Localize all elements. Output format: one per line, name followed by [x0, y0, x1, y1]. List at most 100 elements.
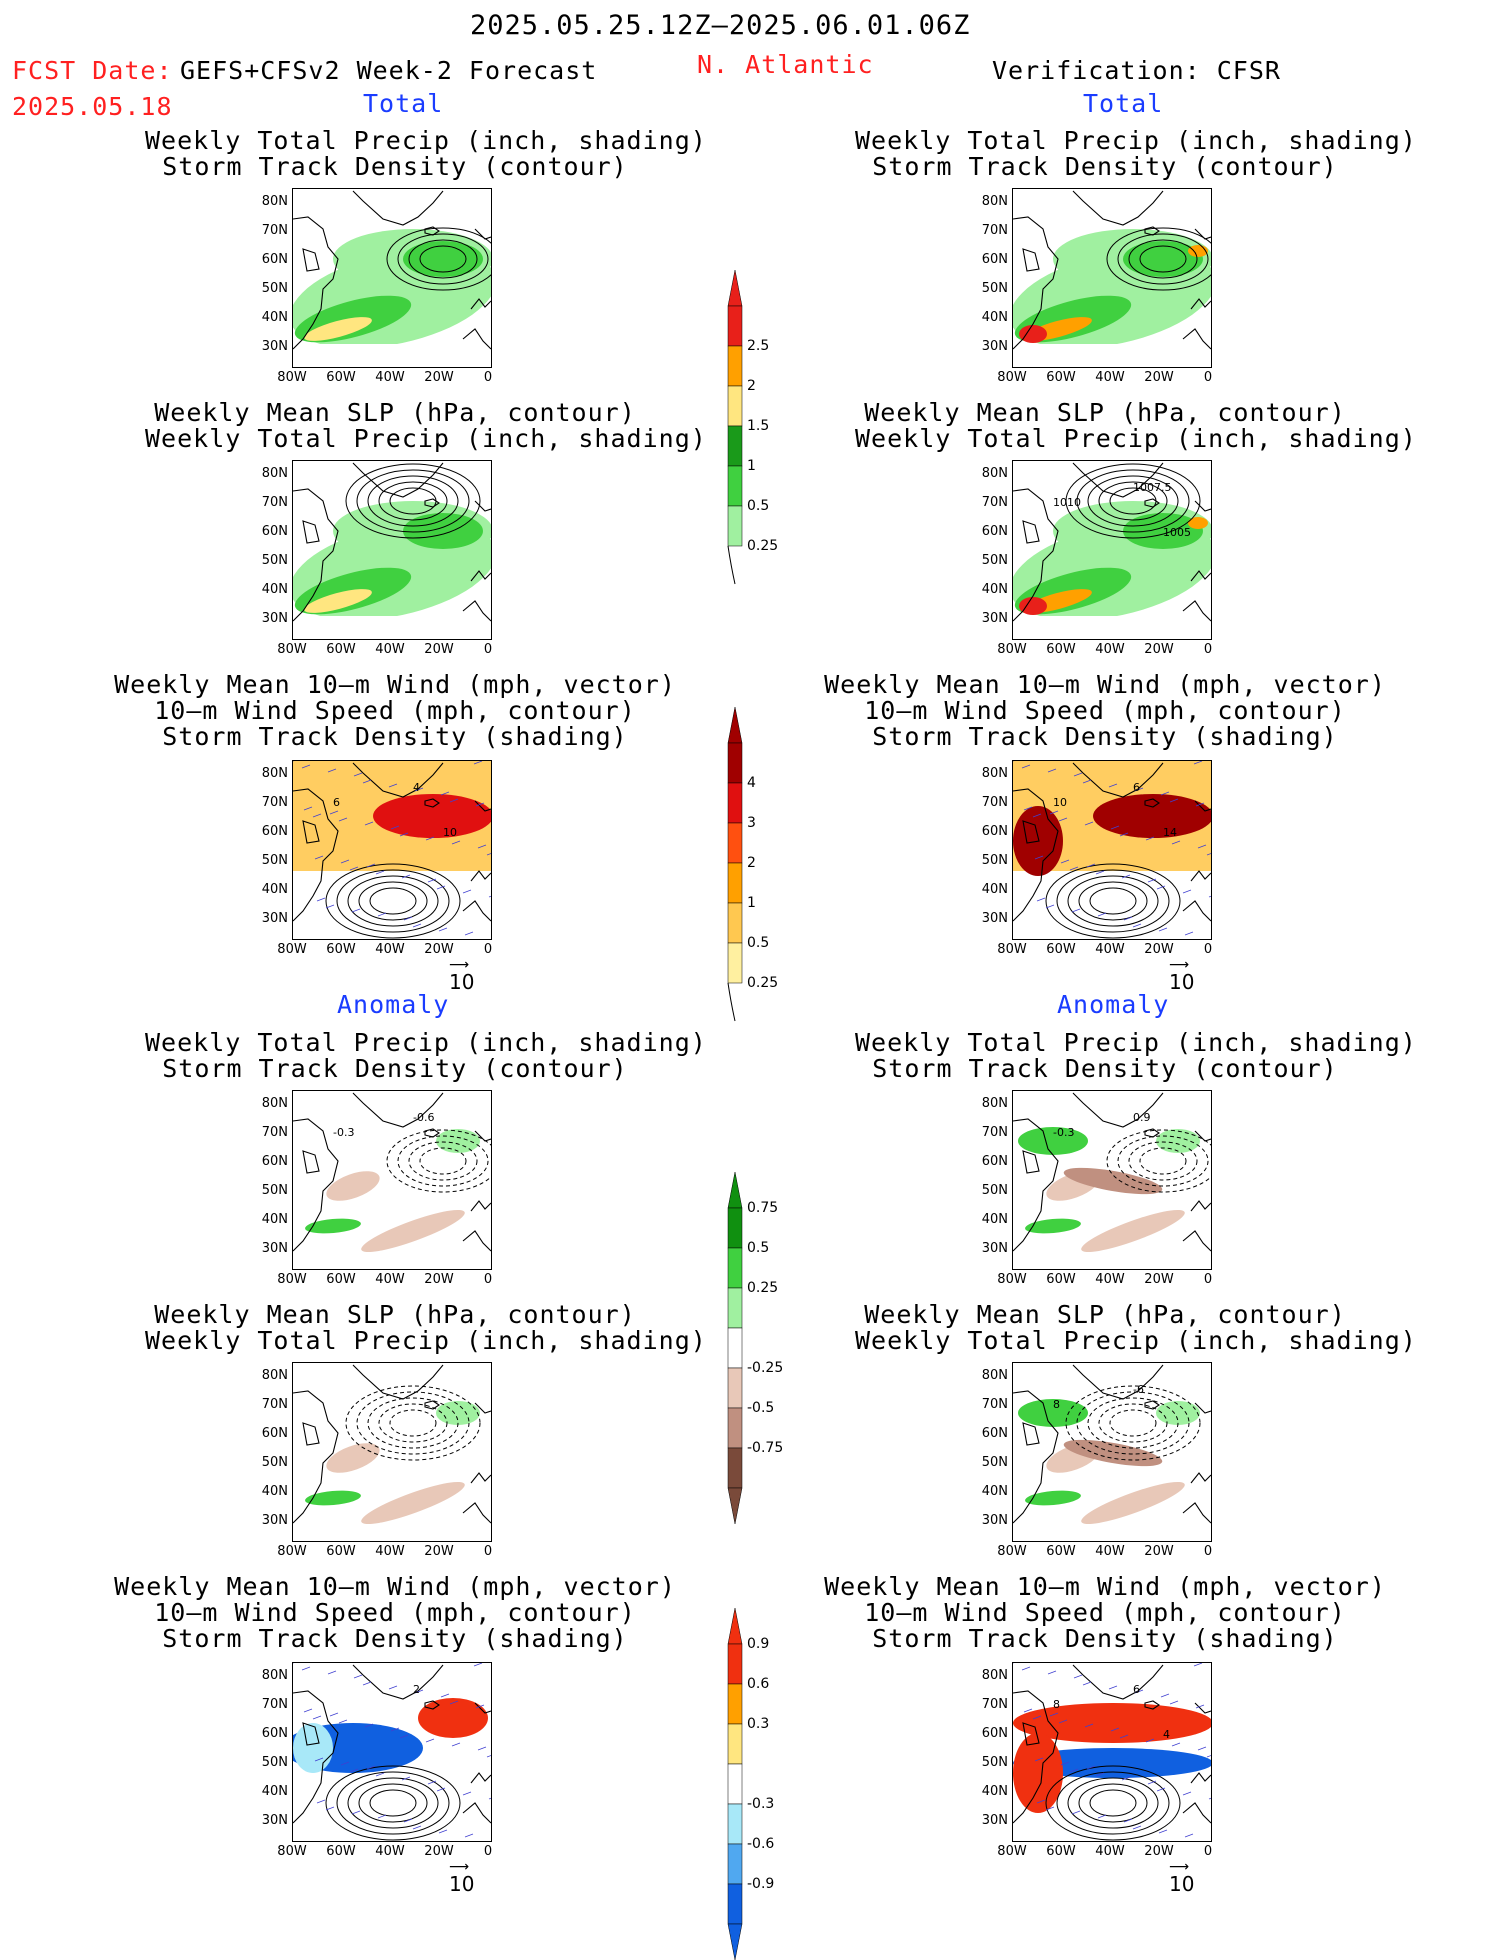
coastline-5: [462, 1502, 491, 1524]
wind-vector-2: [366, 1765, 376, 1770]
wind-vector-15: [1171, 840, 1181, 845]
wind-vector-39: [349, 866, 359, 871]
coastline-5: [1182, 328, 1211, 350]
wind-vector-37: [1193, 1663, 1203, 1667]
wind-vector-23: [351, 908, 361, 913]
wind-vector-11: [1023, 806, 1033, 811]
coastline-0: [352, 190, 444, 226]
lon-tick-label: 60W: [1046, 642, 1076, 657]
storm-contour-3: [1117, 233, 1209, 285]
lon-tick-label: 40W: [1095, 1272, 1125, 1287]
lon-tick-label: 80W: [277, 370, 307, 385]
colorbar-label: 1: [747, 458, 756, 474]
lat-tick-label: 70N: [261, 1125, 288, 1140]
vector-arrow-glyph: ⟶: [449, 957, 470, 973]
colorbar-label: 2: [747, 855, 756, 871]
lat-tick-label: 30N: [261, 911, 288, 926]
slp-contour-2: [1098, 1403, 1168, 1443]
lat-tick-label: 50N: [981, 281, 1008, 296]
p-v-anom-wind-map: 6 8 4: [1012, 1662, 1212, 1842]
coastline-1: [1013, 1390, 1059, 1524]
p-f-anom-precip-map: -0.6 -0.3: [292, 1090, 492, 1270]
colorbar-label: -0.6: [747, 1836, 775, 1852]
coastline-0: [1072, 190, 1164, 226]
coastline-4: [1190, 298, 1211, 310]
vector-reference-value: 10: [1169, 970, 1195, 994]
lon-tick-label: 40W: [1095, 1844, 1125, 1859]
precip-wet-anom: [1025, 1490, 1081, 1506]
lon-tick-label: 0: [483, 1844, 493, 1859]
colorbar-tail: [727, 545, 736, 585]
slp-contour-5: [345, 463, 481, 539]
wind-vector-10: [1184, 1833, 1194, 1838]
lon-tick-label: 0: [1203, 642, 1213, 657]
lat-tick-label: 30N: [981, 911, 1008, 926]
colorbar-segment: [727, 345, 743, 387]
region-label: N. Atlantic: [697, 50, 874, 79]
wind-vector-32: [486, 853, 491, 856]
wind-speed-contour-4: [1056, 1771, 1170, 1835]
lat-tick-label: 30N: [981, 1513, 1008, 1528]
lat-tick-label: 30N: [981, 1813, 1008, 1828]
title-v-anom-slp: Weekly Mean SLP (hPa, contour) Weekly Tot…: [855, 1300, 1417, 1355]
wind-vector-3: [1123, 916, 1133, 921]
wind-vector-22: [1034, 1757, 1044, 1762]
wind-vector-17: [327, 768, 337, 773]
colorbar-label: 0.5: [747, 935, 770, 951]
coastline-5: [462, 600, 491, 622]
wind-speed-contour-2: [1078, 1783, 1148, 1823]
coastline-2: [424, 1400, 440, 1410]
lat-tick-label: 70N: [261, 795, 288, 810]
lon-tick-label: 0: [483, 1544, 493, 1559]
lat-tick-label: 80N: [981, 466, 1008, 481]
colorbar-precip-anom: [727, 1172, 743, 1524]
lat-tick-label: 80N: [261, 1668, 288, 1683]
p-f-anom-slp-map: [292, 1362, 492, 1542]
wind-vector-33: [325, 904, 335, 909]
wind-vector-29: [1095, 870, 1105, 875]
precip-clear-south: [1013, 344, 1211, 367]
wind-vector-36: [436, 1787, 446, 1792]
coastline-0: [352, 462, 444, 498]
precip-mid-shading-east: [1123, 513, 1203, 549]
wind-vector-24: [1108, 783, 1118, 788]
contour-label: 4: [413, 781, 420, 794]
vector-arrow-glyph: ⟶: [449, 1859, 470, 1875]
slp-contour-5: [345, 1385, 481, 1461]
wind-vector-39: [1069, 866, 1079, 871]
coastline-4: [470, 1772, 491, 1784]
lon-tick-label: 40W: [375, 942, 405, 957]
wind-vector-34: [1082, 1681, 1092, 1686]
wind-vector-21: [1195, 1704, 1205, 1709]
wind-vector-24: [388, 783, 398, 788]
colorbar-label: -0.9: [747, 1876, 775, 1892]
coastline-6: [302, 248, 320, 272]
wind-vector-7: [1073, 772, 1083, 777]
slp-contour-4: [1076, 469, 1190, 533]
coastline-4: [1190, 1472, 1211, 1484]
lat-tick-label: 60N: [261, 1726, 288, 1741]
wind-vector-30: [412, 923, 422, 928]
lon-tick-label: 60W: [326, 642, 356, 657]
lon-tick-label: 0: [1203, 942, 1213, 957]
wind-vector-28: [1058, 1719, 1068, 1724]
precip-mid-shading-east: [403, 513, 483, 549]
lat-tick-label: 60N: [261, 824, 288, 839]
p-v-anom-precip-map: 0.9 -0.3: [1012, 1090, 1212, 1270]
wind-vector-15: [451, 840, 461, 845]
coastline-4: [1190, 1772, 1211, 1784]
lon-tick-label: 40W: [375, 370, 405, 385]
coastline-6: [302, 1422, 320, 1446]
colorbar-label: 0.75: [747, 1200, 779, 1216]
coastline-0: [352, 1664, 444, 1700]
lon-tick-label: 80W: [997, 1844, 1027, 1859]
precip-mid-shading-east: [1123, 241, 1203, 277]
lat-tick-label: 30N: [261, 339, 288, 354]
title-v-total-wind: Weekly Mean 10–m Wind (mph, vector) 10–m …: [824, 670, 1386, 751]
wind-vector-16: [1208, 1797, 1211, 1800]
colorbar-segment: [727, 1247, 743, 1289]
lon-tick-label: 20W: [424, 1844, 454, 1859]
coastline-5: [462, 900, 491, 922]
storm-contour-1: [419, 1147, 467, 1175]
coastline-2: [1144, 1128, 1160, 1138]
